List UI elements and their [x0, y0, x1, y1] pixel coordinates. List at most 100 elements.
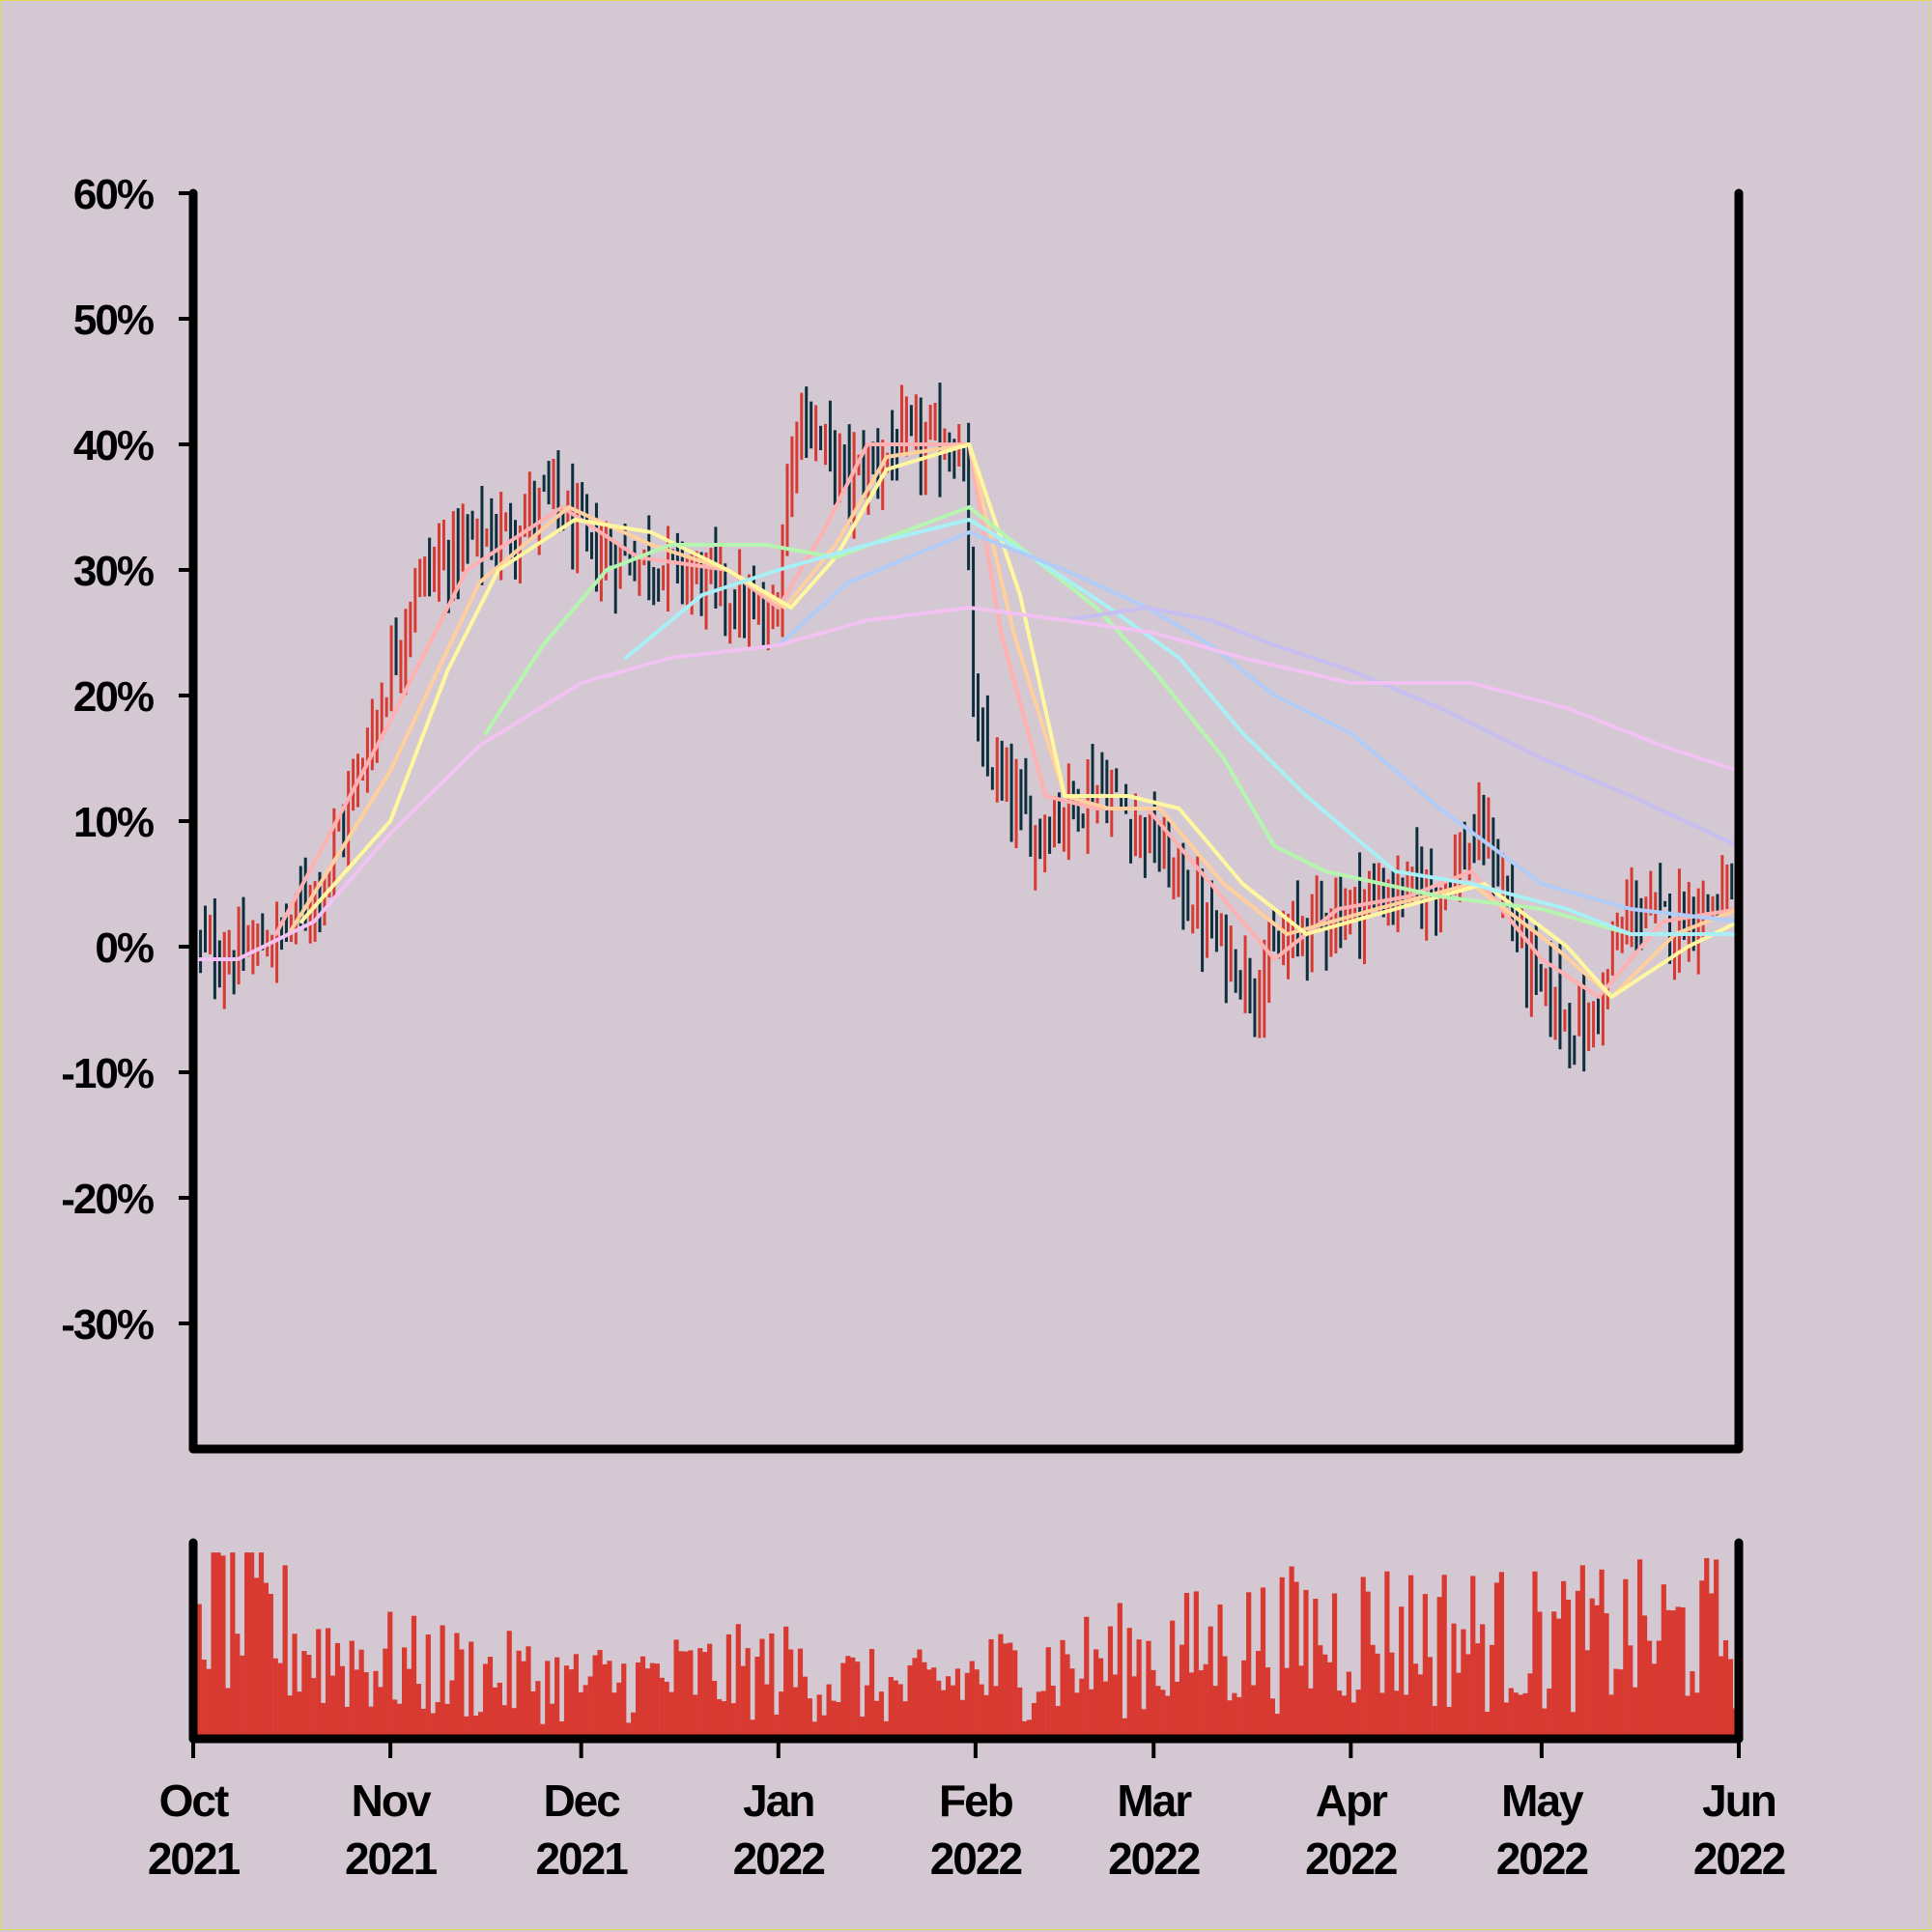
x-tick-year-label: 2022: [930, 1833, 1022, 1884]
volume-bar: [1389, 1652, 1395, 1739]
x-axis-tick-labels: Oct 2021 Nov 2021 Dec 2021 Jan 2022 Feb 2022 Mar 20…: [148, 1739, 1787, 1884]
volume-bar: [1212, 1686, 1218, 1739]
x-tick-month-label: Oct: [159, 1776, 229, 1826]
volume-bar: [1633, 1687, 1638, 1739]
y-tick-label: 10%: [73, 799, 154, 846]
volume-bar: [1094, 1649, 1099, 1739]
volume-bar: [993, 1686, 999, 1739]
volume-bar: [1527, 1673, 1533, 1739]
volume-bar: [235, 1634, 241, 1739]
volume-bar: [535, 1681, 541, 1739]
volume-bar: [358, 1649, 364, 1739]
y-tick-label: 20%: [73, 673, 154, 721]
x-tick-year-label: 2022: [1496, 1833, 1588, 1884]
volume-bar: [363, 1672, 369, 1739]
volume-bar: [865, 1685, 870, 1739]
volume-bar: [1255, 1651, 1262, 1739]
volume-bar: [639, 1656, 646, 1739]
volume-bar: [1141, 1709, 1147, 1739]
volume-bar: [1427, 1657, 1433, 1739]
volume-bar: [1246, 1592, 1252, 1739]
volume-bar: [702, 1652, 708, 1739]
volume-bar: [573, 1654, 579, 1739]
volume-bar: [1584, 1650, 1590, 1739]
volume-bar: [425, 1634, 431, 1739]
volume-bar: [788, 1649, 794, 1739]
volume-bar: [311, 1678, 317, 1739]
x-tick-month-label: Apr: [1316, 1776, 1388, 1826]
volume-bar: [1637, 1559, 1643, 1739]
volume-bar: [334, 1642, 341, 1739]
volume-bar: [1727, 1659, 1734, 1739]
volume-bar: [644, 1668, 651, 1739]
volume-bar: [1074, 1692, 1080, 1739]
volume-bar: [649, 1662, 655, 1739]
volume-bar: [1350, 1702, 1356, 1739]
volume-bar: [1341, 1695, 1348, 1739]
volume-bar: [1284, 1667, 1290, 1739]
volume-bar: [735, 1624, 741, 1739]
y-tick-label: -20%: [61, 1176, 154, 1223]
volume-bar: [1232, 1692, 1237, 1739]
volume-bar: [821, 1715, 827, 1739]
volume-bar: [654, 1663, 660, 1739]
volume-bar: [1417, 1674, 1424, 1739]
volume-bar: [1675, 1606, 1681, 1739]
volume-bar: [797, 1648, 804, 1739]
volume-bar: [459, 1649, 465, 1739]
volume-bar: [897, 1684, 903, 1739]
volume-bar: [545, 1661, 551, 1739]
volume-bar: [1532, 1571, 1538, 1739]
volume-bar: [1470, 1576, 1476, 1739]
axes: [188, 188, 1744, 1744]
volume-bar: [1346, 1671, 1351, 1739]
volume-bar: [301, 1651, 307, 1739]
volume-bar: [964, 1672, 970, 1739]
volume-bar: [1131, 1676, 1137, 1739]
volume-bar: [1384, 1571, 1390, 1739]
volume-bar: [1599, 1569, 1605, 1739]
volume-bar: [597, 1650, 603, 1739]
volume-bar: [1399, 1606, 1405, 1739]
volume-bar: [1298, 1665, 1304, 1739]
volume-bar: [1112, 1674, 1119, 1739]
volume-bar: [673, 1639, 679, 1739]
volume-bar: [1279, 1577, 1285, 1739]
volume-bar: [201, 1660, 207, 1739]
volume-bar: [1646, 1640, 1653, 1739]
volume-bar: [1107, 1626, 1114, 1739]
volume-bar: [1241, 1660, 1247, 1739]
x-tick-year-label: 2021: [345, 1833, 438, 1884]
volume-bar: [420, 1708, 426, 1739]
volume-bar: [1269, 1698, 1275, 1739]
volume-bar: [1561, 1580, 1567, 1739]
moving-average-line-7: [1063, 606, 1741, 848]
volume-bar: [1579, 1565, 1585, 1739]
volume-bar: [721, 1701, 727, 1739]
x-tick-year-label: 2021: [535, 1833, 628, 1884]
volume-bar: [1651, 1663, 1658, 1739]
volume-bar: [1547, 1688, 1552, 1739]
x-tick-month-label: Mar: [1117, 1776, 1192, 1826]
volume-bar: [501, 1705, 507, 1739]
volume-bar: [1704, 1558, 1710, 1739]
volume-bar: [1690, 1671, 1695, 1739]
volume-bar: [725, 1634, 732, 1739]
volume-bar: [831, 1700, 837, 1739]
volume-bar: [826, 1684, 832, 1739]
volume-bar: [220, 1555, 226, 1739]
y-tick-label: -10%: [61, 1050, 154, 1097]
volume-bar: [678, 1651, 684, 1739]
volume-bar: [1117, 1603, 1122, 1739]
volume-bar: [716, 1699, 723, 1739]
x-tick-month-label: Feb: [939, 1776, 1013, 1826]
volume-bar: [321, 1702, 327, 1739]
volume-bar: [1102, 1681, 1109, 1739]
volume-bar: [411, 1615, 417, 1739]
volume-bar: [1264, 1667, 1271, 1739]
volume-bar: [550, 1703, 555, 1739]
volume-bar: [263, 1582, 269, 1739]
volume-bar: [1670, 1610, 1676, 1739]
volume-bar: [1503, 1702, 1509, 1739]
